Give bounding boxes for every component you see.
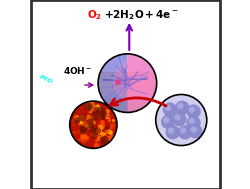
Circle shape — [165, 125, 179, 139]
Circle shape — [93, 127, 100, 135]
Circle shape — [84, 103, 91, 110]
Circle shape — [79, 126, 86, 133]
Circle shape — [70, 101, 116, 148]
Circle shape — [164, 119, 172, 127]
Circle shape — [176, 103, 183, 109]
Circle shape — [73, 117, 80, 124]
Circle shape — [176, 116, 183, 124]
Circle shape — [186, 116, 200, 130]
Circle shape — [177, 125, 192, 139]
Circle shape — [179, 127, 186, 134]
Circle shape — [172, 112, 186, 126]
Circle shape — [174, 101, 189, 115]
Circle shape — [100, 115, 105, 120]
Text: $\mathbf{4OH^-}$: $\mathbf{4OH^-}$ — [63, 65, 92, 76]
Circle shape — [90, 112, 100, 121]
Circle shape — [155, 94, 206, 146]
Circle shape — [112, 59, 156, 103]
Circle shape — [166, 106, 174, 114]
Circle shape — [162, 102, 176, 117]
Circle shape — [90, 132, 97, 139]
Circle shape — [186, 104, 200, 119]
Polygon shape — [127, 54, 156, 112]
Circle shape — [98, 110, 107, 118]
Polygon shape — [31, 72, 219, 98]
Circle shape — [164, 105, 171, 111]
Circle shape — [80, 125, 87, 132]
Circle shape — [90, 126, 96, 132]
Circle shape — [104, 125, 109, 130]
Text: $\mathbf{+ 2H_2O + 4e^-}$: $\mathbf{+ 2H_2O + 4e^-}$ — [103, 8, 178, 22]
Circle shape — [87, 123, 91, 128]
Polygon shape — [98, 54, 127, 112]
Circle shape — [100, 136, 109, 145]
Polygon shape — [31, 87, 219, 113]
Circle shape — [90, 123, 94, 127]
Circle shape — [188, 124, 202, 139]
Text: PTO: PTO — [38, 74, 53, 85]
Circle shape — [80, 129, 86, 135]
Circle shape — [93, 107, 100, 113]
Circle shape — [86, 119, 94, 125]
Circle shape — [78, 114, 86, 122]
Text: $\mathbf{O_2}$: $\mathbf{O_2}$ — [86, 8, 102, 22]
Circle shape — [100, 137, 105, 142]
Circle shape — [86, 107, 91, 111]
Circle shape — [174, 114, 180, 121]
Circle shape — [162, 117, 169, 123]
Circle shape — [178, 105, 186, 112]
Circle shape — [192, 128, 199, 136]
Circle shape — [188, 118, 194, 124]
Circle shape — [190, 126, 196, 133]
Circle shape — [115, 79, 120, 85]
Circle shape — [181, 129, 189, 137]
Circle shape — [86, 102, 93, 109]
Circle shape — [188, 106, 194, 113]
Circle shape — [96, 107, 105, 115]
Polygon shape — [31, 72, 65, 113]
Circle shape — [88, 126, 96, 134]
Circle shape — [190, 108, 198, 116]
Circle shape — [167, 127, 173, 134]
Circle shape — [160, 115, 174, 129]
